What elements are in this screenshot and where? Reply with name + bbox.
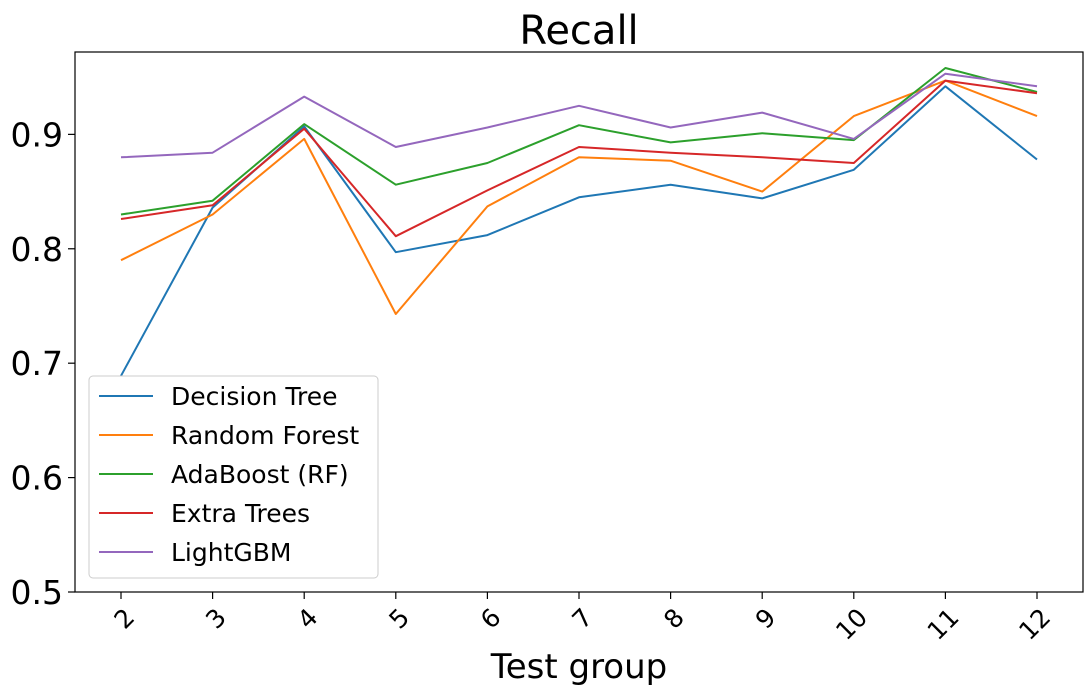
legend-label: Random Forest [171,421,359,450]
x-tick-label: 10 [830,603,873,646]
series-line-1 [120,79,1038,315]
legend-label: Decision Tree [171,382,337,411]
x-axis-label: Test group [490,647,668,687]
series-line-0 [120,85,1038,377]
x-axis: 2 3 4 5 6 7 8 9 10 11 12 [109,592,1056,646]
x-tick-label: 11 [922,603,965,646]
legend-label: Extra Trees [171,499,310,528]
legend: Decision Tree Random Forest AdaBoost (RF) E… [88,375,379,579]
y-tick-label: 0.5 [11,573,63,612]
x-tick-label: 2 [109,603,141,635]
legend-label: AdaBoost (RF) [171,460,349,489]
legend-label: LightGBM [171,538,291,567]
legend-box [88,375,379,579]
x-tick-label: 9 [750,603,782,635]
x-tick-label: 8 [658,603,690,635]
x-tick-label: 7 [567,603,599,635]
x-tick-label: 12 [1013,603,1056,646]
series-lines [120,67,1038,377]
series-line-2 [120,67,1038,216]
series-line-4 [120,72,1038,159]
chart-title: Recall [519,8,638,54]
y-tick-label: 0.8 [11,230,63,269]
x-tick-label: 3 [200,603,232,635]
y-tick-label: 0.6 [11,459,63,498]
x-tick-label: 6 [475,603,507,635]
x-tick-label: 5 [383,603,415,635]
y-tick-label: 0.7 [11,344,63,383]
y-tick-label: 0.9 [11,115,63,154]
x-tick-label: 4 [292,603,324,635]
series-line-3 [120,79,1038,238]
y-axis: 0.5 0.6 0.7 0.8 0.9 [11,115,75,612]
